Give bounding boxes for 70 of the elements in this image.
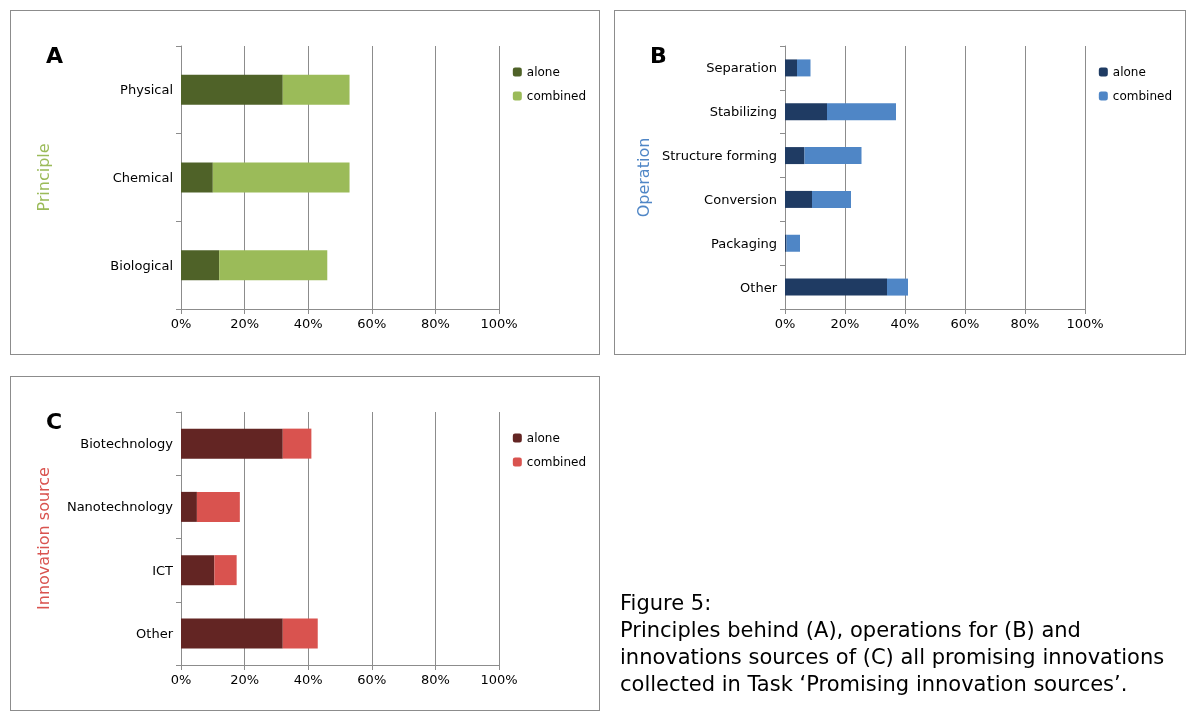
y-tick-label: Stabilizing — [709, 104, 777, 120]
x-tick-label: 60% — [357, 672, 387, 687]
chart-title: B — [650, 42, 667, 68]
x-tick-label: 100% — [1066, 316, 1104, 331]
legend-label: combined — [526, 89, 586, 103]
x-tick-label: 20% — [830, 316, 860, 331]
bar — [212, 162, 350, 193]
bar — [804, 147, 862, 165]
y-axis-title: Principle — [33, 143, 53, 212]
bar — [214, 555, 237, 586]
x-tick-label: 0% — [170, 316, 192, 331]
bar — [785, 147, 805, 165]
bar — [785, 59, 797, 77]
y-tick-label: ICT — [152, 562, 174, 578]
bar — [812, 190, 851, 208]
bar — [797, 59, 811, 77]
bar — [181, 74, 283, 105]
bar — [181, 250, 220, 281]
y-tick-label: Structure forming — [661, 148, 777, 164]
bar — [786, 234, 800, 252]
bar — [181, 555, 215, 586]
bar — [282, 618, 318, 649]
legend-label: alone — [1112, 65, 1146, 79]
y-tick-label: Separation — [706, 60, 777, 76]
bar — [785, 278, 887, 296]
y-tick-label: Biological — [110, 257, 173, 273]
x-tick-label: 80% — [420, 316, 450, 331]
bar — [827, 103, 896, 121]
x-tick-label: 100% — [480, 316, 518, 331]
caption: Figure 5: — [620, 590, 713, 617]
bar — [219, 250, 328, 281]
bar — [181, 618, 283, 649]
x-tick-label: 40% — [293, 316, 323, 331]
y-axis-title: Operation — [633, 137, 653, 218]
bar — [181, 428, 283, 459]
x-tick-label: 80% — [420, 672, 450, 687]
y-tick-label: Biotechnology — [80, 436, 174, 452]
x-tick-label: 100% — [480, 672, 518, 687]
x-tick-label: 20% — [230, 672, 260, 687]
bar — [196, 491, 240, 522]
bar — [181, 162, 213, 193]
legend-label: alone — [526, 65, 560, 79]
chart-title: A — [46, 42, 64, 68]
y-tick-label: Packaging — [711, 235, 777, 251]
y-tick-label: Conversion — [704, 191, 777, 207]
y-tick-label: Nanotechnology — [66, 499, 174, 515]
y-tick-label: Other — [136, 625, 174, 641]
bar — [785, 103, 827, 121]
y-axis-title: Innovation source — [33, 467, 53, 610]
x-tick-label: 20% — [230, 316, 260, 331]
legend-label: alone — [526, 431, 560, 445]
bar — [887, 278, 908, 296]
legend-label: combined — [526, 455, 586, 469]
x-tick-label: 40% — [293, 672, 323, 687]
x-tick-label: 0% — [170, 672, 192, 687]
bar — [282, 428, 312, 459]
x-tick-label: 0% — [774, 316, 796, 331]
x-tick-label: 40% — [890, 316, 920, 331]
x-tick-label: 60% — [357, 316, 387, 331]
legend-label: combined — [1112, 89, 1172, 103]
x-tick-label: 80% — [1010, 316, 1040, 331]
bar — [785, 190, 812, 208]
y-tick-label: Chemical — [112, 170, 173, 185]
y-tick-label: Physical — [120, 82, 173, 98]
y-tick-label: Other — [740, 279, 778, 295]
x-tick-label: 60% — [950, 316, 980, 331]
chart-title: C — [46, 408, 63, 434]
bar — [181, 491, 197, 522]
text: Principles behind (A), operations for (B) and innovations sources of (C) all promising innovations collected in Task ‘Promising innovation sources’. — [620, 617, 1166, 698]
bar — [282, 74, 350, 105]
